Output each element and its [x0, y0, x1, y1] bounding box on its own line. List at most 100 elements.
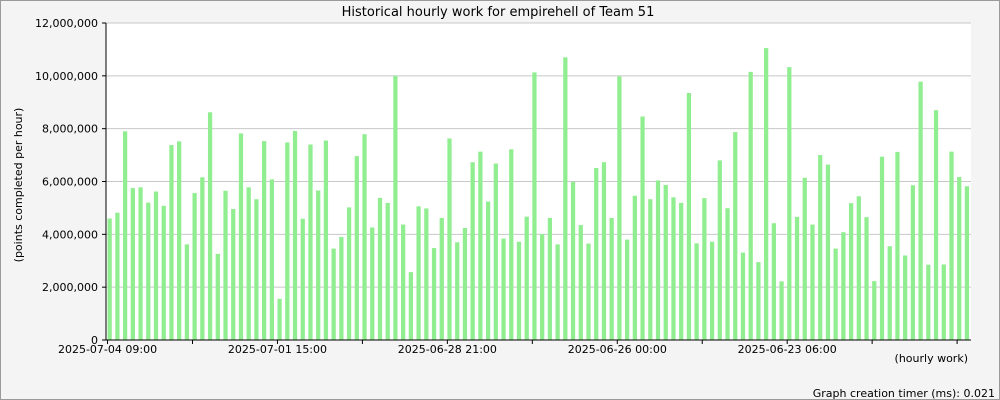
- bar: [694, 243, 699, 340]
- bar: [215, 253, 220, 340]
- x-ticks-group: 2025-07-04 09:00 2025-07-01 15:00 2025-06-…: [58, 340, 958, 356]
- bar: [493, 163, 498, 340]
- bar: [833, 248, 838, 340]
- bar: [910, 185, 916, 340]
- bar: [238, 133, 244, 340]
- bar: [563, 57, 568, 341]
- bar: [138, 187, 143, 340]
- bar: [393, 75, 398, 340]
- bar: [207, 112, 213, 340]
- bar: [895, 151, 900, 340]
- bar: [825, 164, 831, 340]
- bar: [964, 186, 970, 340]
- bar: [200, 177, 205, 340]
- bar: [617, 76, 622, 341]
- bar: [648, 199, 653, 340]
- bar: [532, 72, 537, 341]
- bar: [501, 238, 506, 340]
- bar: [810, 224, 815, 340]
- bar: [887, 246, 892, 340]
- bar: [339, 236, 344, 340]
- bar: [864, 217, 869, 340]
- bar: [122, 131, 128, 340]
- bar: [169, 145, 174, 340]
- bar: [161, 205, 166, 340]
- bar: [856, 196, 861, 340]
- y-tick-label: 0: [91, 334, 98, 347]
- bar: [787, 67, 792, 341]
- bar: [431, 248, 437, 340]
- bar: [740, 252, 746, 340]
- bar: [640, 116, 645, 341]
- bar: [277, 298, 282, 340]
- bar: [733, 132, 738, 340]
- bar: [231, 208, 236, 340]
- bar: [926, 264, 931, 340]
- bar: [671, 197, 676, 340]
- bar: [177, 141, 182, 340]
- bar: [254, 199, 259, 340]
- bar: [771, 223, 776, 340]
- bar: [756, 262, 761, 340]
- bars-group: [107, 48, 970, 341]
- bar: [447, 138, 452, 340]
- bar: [485, 201, 491, 340]
- bar: [594, 168, 599, 340]
- bar: [872, 281, 877, 340]
- bar: [354, 156, 359, 340]
- y-tick-label: 4,000,000: [42, 228, 98, 241]
- bar: [509, 149, 514, 340]
- x-tick-label: 2025-07-01 15:00: [228, 343, 327, 356]
- bar: [153, 191, 159, 340]
- y-ticks-group: 0 2,000,000 4,000,000 6,000,000 8,000,000 10,…: [35, 17, 106, 347]
- bar: [455, 242, 460, 340]
- bar: [346, 207, 352, 340]
- bar: [601, 162, 607, 340]
- bar: [115, 212, 120, 340]
- x-tick-label: 2025-07-04 09:00: [58, 343, 157, 356]
- bar: [323, 140, 329, 340]
- bar: [362, 134, 367, 340]
- bar: [285, 142, 290, 340]
- bar: [679, 202, 684, 340]
- x-axis-label: (hourly work): [895, 352, 968, 365]
- bar: [516, 241, 522, 340]
- bar: [941, 264, 946, 340]
- bar: [524, 216, 529, 340]
- bar: [192, 193, 197, 340]
- bar: [331, 248, 336, 340]
- bar: [184, 244, 190, 340]
- y-axis-label: (points completed per hour): [12, 108, 25, 263]
- bar: [478, 151, 483, 340]
- bar: [625, 239, 630, 340]
- bar: [578, 225, 583, 340]
- graph-timer-text: Graph creation timer (ms): 0.021: [813, 387, 995, 400]
- bar: [377, 197, 383, 340]
- bar: [300, 218, 305, 340]
- bar: [717, 160, 722, 340]
- bar: [370, 227, 375, 340]
- bar: [439, 217, 444, 340]
- y-tick-label: 12,000,000: [35, 17, 98, 30]
- bar: [933, 110, 939, 341]
- bar: [540, 234, 545, 340]
- bar: [748, 71, 753, 341]
- bar: [918, 81, 923, 341]
- chart-title: Historical hourly work for empirehell of…: [342, 5, 655, 20]
- bar: [686, 93, 692, 340]
- bar: [555, 244, 560, 340]
- bar: [818, 155, 823, 340]
- bar: [547, 217, 553, 340]
- bar: [779, 281, 784, 340]
- bar: [794, 216, 800, 340]
- bar: [408, 272, 413, 340]
- bar: [802, 177, 807, 340]
- x-tick-label: 2025-06-26 00:00: [568, 343, 667, 356]
- bar: [269, 179, 274, 340]
- bar: [401, 224, 406, 340]
- bar: [949, 151, 954, 340]
- bar: [702, 198, 707, 340]
- bar: [462, 227, 468, 340]
- bar: [957, 177, 962, 340]
- bar: [308, 144, 313, 340]
